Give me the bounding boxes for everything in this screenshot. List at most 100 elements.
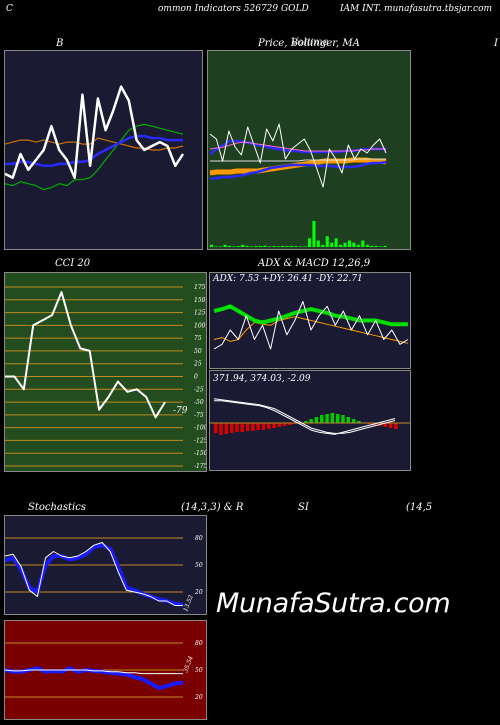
volume-bar (285, 246, 289, 247)
cci-tick-label: -175 (194, 463, 206, 470)
adx-macd-title: ADX & MACD 12,26,9 (258, 258, 371, 269)
ma-gray-line (210, 158, 386, 162)
cci-tick-label: 50 (194, 348, 202, 355)
header-left: C (6, 4, 13, 14)
volume-bar (259, 245, 263, 247)
bollinger-panel (4, 50, 203, 250)
macd-histogram-bar (219, 423, 223, 435)
volume-bar (316, 240, 320, 247)
volume-bar (330, 242, 334, 247)
rsi-slow-line (5, 669, 183, 675)
volume-bar (352, 242, 356, 247)
cci-tick-label: -25 (194, 386, 204, 393)
adx-line (213, 316, 409, 344)
rsi-panel: 80 50 20 35.54 (4, 620, 207, 720)
adx-panel (209, 272, 411, 369)
volume-bar (272, 246, 276, 247)
macd-histogram-bar (341, 415, 345, 423)
watermark: MunafaSutra.com (216, 588, 451, 619)
macd-histogram-bar (394, 423, 398, 429)
macd-histogram-bar (240, 423, 244, 432)
volume-bar (223, 244, 227, 247)
adx-chart (213, 301, 409, 350)
macd-histogram-bar (351, 419, 356, 423)
bollinger-upper-line (5, 123, 184, 191)
volume-bar (365, 244, 369, 247)
stoch-title: Stochastics (28, 502, 86, 513)
volume-bar (267, 246, 271, 247)
volume-bar (348, 240, 352, 247)
stoch-last-label: 13.52 (182, 594, 195, 613)
volume-bar (307, 238, 311, 247)
rsi-chart: 80 50 20 35.54 (5, 640, 203, 701)
rsi-title: SI (298, 502, 309, 513)
volume-bar (214, 246, 218, 247)
macd-histogram-bar (245, 423, 250, 431)
bollinger-title: B (56, 38, 64, 49)
cci-tick-label: 0 (194, 374, 198, 381)
cci-tick-label: -50 (194, 399, 204, 406)
stoch-tick-label: 50 (195, 562, 203, 569)
macd-histogram-bar (320, 415, 324, 423)
volume-bar (294, 246, 298, 247)
cci-tick-label: 25 (193, 361, 202, 368)
bollinger-upper-line (209, 160, 387, 181)
right-edge-letter: I (494, 38, 498, 49)
cci-chart: 175 150 125 100 75 50 25 0 -25 -50 -75 -100 -125 -150… (5, 284, 206, 470)
volume-bar (290, 245, 294, 247)
cci-tick-label: 150 (194, 297, 206, 304)
macd-histogram-bar (261, 423, 266, 430)
macd-histogram-bar (357, 421, 361, 423)
macd-histogram-bar (383, 423, 388, 427)
cci-tick-label: 175 (194, 284, 206, 291)
macd-histogram-bar (309, 419, 313, 423)
volume-bar (236, 246, 240, 247)
macd-panel (209, 370, 411, 471)
rsi-tick-label: 50 (195, 667, 203, 674)
cci-last-label: -79 (173, 406, 188, 416)
adx-label: ADX: 7.53 +DY: 26.41 -DY: 22.71 (213, 274, 363, 284)
volume-bar (250, 246, 254, 247)
price-line (209, 123, 387, 188)
macd-label: 371.94, 374.03, -2.09 (213, 374, 311, 384)
volume-bar (281, 245, 285, 247)
volume-bar (379, 246, 383, 247)
rsi-tick-label: 80 (195, 640, 203, 647)
stoch-tick-label: 80 (195, 535, 203, 542)
volume-bar (374, 245, 378, 247)
header-center: ommon Indicators 526729 GOLD (158, 4, 309, 14)
bollinger-price-line (5, 85, 185, 179)
cci-panel: 175 150 125 100 75 50 25 0 -25 -50 -75 -100 -125 -150… (4, 272, 207, 472)
macd-histogram-bar (335, 414, 340, 423)
cci-tick-label: -125 (194, 437, 206, 444)
cci-title: CCI 20 (55, 258, 91, 269)
volume-bar (263, 245, 267, 247)
stoch-k-line (5, 542, 183, 606)
cci-tick-label: 75 (194, 335, 202, 342)
macd-histogram-bar (256, 423, 260, 430)
price-chart (209, 123, 387, 247)
macd-chart (210, 398, 410, 435)
cci-tick-label: -150 (194, 450, 206, 457)
macd-histogram-bar (272, 423, 276, 428)
volume-bar (210, 244, 214, 247)
stoch-d-line (5, 543, 184, 607)
rsi-last-label: 35.54 (182, 655, 195, 674)
macd-histogram-bar (277, 423, 282, 427)
volume-bar (325, 236, 329, 247)
price-title-overlay: Volume (291, 37, 329, 48)
stoch-panel: 80 50 20 13.52 (4, 515, 207, 615)
volume-bar (334, 238, 338, 247)
macd-histogram-bar (346, 417, 350, 423)
rsi-params: (14,5 (406, 502, 433, 513)
volume-bar (343, 242, 347, 247)
volume-bar (370, 245, 374, 247)
volume-bar (339, 244, 343, 247)
macd-histogram-bar (267, 423, 271, 429)
stoch-tick-label: 20 (194, 589, 203, 596)
macd-histogram-bar (325, 414, 329, 423)
volume-bar (227, 245, 231, 247)
volume-bar (245, 245, 249, 247)
volume-bar (312, 221, 316, 247)
